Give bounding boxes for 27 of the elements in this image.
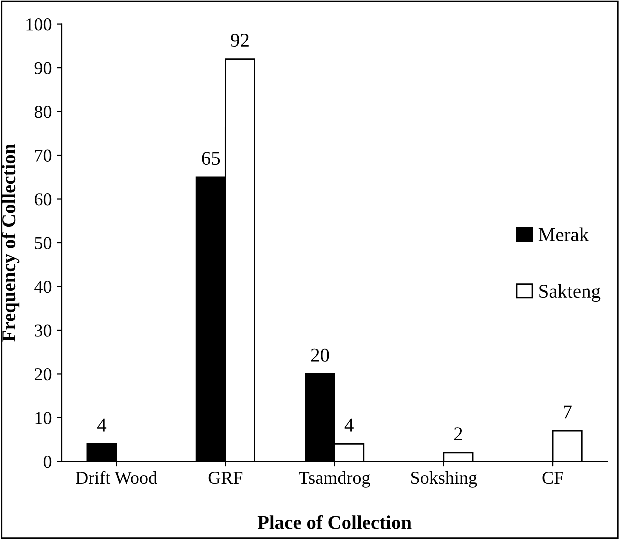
data-label: 2 (454, 428, 462, 440)
x-tick-label: GRF (208, 472, 243, 484)
x-axis-title: Place of Collection (258, 515, 412, 530)
data-label: 65 (202, 152, 220, 166)
data-label: 92 (231, 34, 249, 48)
y-tick-label: 30 (35, 324, 52, 337)
x-tick-label: Tsamdrog (299, 471, 370, 488)
legend-label: Merak (538, 228, 590, 242)
y-tick-label: 40 (34, 280, 52, 294)
y-tick-label: 100 (26, 18, 52, 31)
y-tick-label: 50 (35, 237, 52, 250)
y-tick-label: 20 (35, 368, 52, 381)
y-tick-label: 90 (34, 62, 52, 74)
x-tick-label: Sokshing (412, 471, 478, 488)
y-tick-label: 70 (35, 150, 52, 162)
x-tick-label: Drift Wood (76, 471, 158, 484)
y-tick-label: 0 (44, 456, 52, 468)
legend-label: Sakteng (540, 284, 601, 302)
data-label: 20 (311, 348, 330, 362)
data-label: 7 (564, 406, 572, 419)
y-axis-title: Frequency of Collection (2, 144, 20, 342)
y-tick-label: 80 (34, 106, 52, 118)
y-tick-label: 60 (35, 194, 52, 206)
y-tick-label: 10 (36, 412, 52, 424)
x-tick-label: CF (542, 472, 564, 484)
data-label: 4 (344, 418, 354, 432)
data-label: 4 (98, 418, 107, 432)
